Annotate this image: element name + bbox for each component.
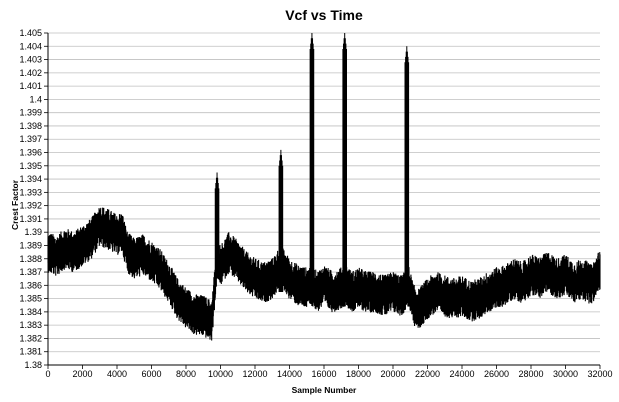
x-tick-label: 28000 [518, 369, 543, 379]
x-tick-label: 4000 [107, 369, 127, 379]
x-tick-label: 6000 [141, 369, 161, 379]
y-tick-label: 1.392 [19, 201, 42, 211]
x-tick-label: 22000 [415, 369, 440, 379]
y-tick-label: 1.388 [19, 254, 42, 264]
y-tick-label: 1.38 [24, 360, 42, 370]
series-spike [278, 149, 284, 292]
series-spike [214, 172, 220, 279]
y-tick-label: 1.381 [19, 347, 42, 357]
y-tick-label: 1.402 [19, 68, 42, 78]
y-tick-label: 1.382 [19, 333, 42, 343]
grid-layer [48, 32, 600, 366]
x-tick-layer: 0 2000 4000 6000 8000 10000 12000 14000 16000 180… [45, 369, 612, 379]
y-tick-label: 1.397 [19, 134, 42, 144]
y-tick-label: 1.384 [19, 307, 42, 317]
x-tick-label: 20000 [380, 369, 405, 379]
series-spike [342, 33, 347, 299]
y-tick-label: 1.403 [19, 55, 42, 65]
x-tick-label: 2000 [72, 369, 92, 379]
plot-layer [47, 33, 601, 341]
x-tick-label: 8000 [176, 369, 196, 379]
y-tick-label: 1.396 [19, 148, 42, 158]
x-tick-label: 30000 [553, 369, 578, 379]
y-tick-label: 1.391 [19, 214, 42, 224]
x-tick-label: 16000 [311, 369, 336, 379]
series-spike [404, 46, 410, 299]
x-tick-label: 26000 [484, 369, 509, 379]
y-axis-label: Crest Factor [10, 179, 20, 230]
x-tick-label: 10000 [208, 369, 233, 379]
x-tick-label: 0 [45, 369, 50, 379]
y-tick-label: 1.389 [19, 240, 42, 250]
axis-layer [44, 32, 601, 369]
y-tick-layer: 1.38 1.381 1.382 1.383 1.384 1.385 1.386 1.387 1… [19, 28, 42, 370]
y-tick-label: 1.387 [19, 267, 42, 277]
y-tick-label: 1.404 [19, 41, 42, 51]
x-tick-label: 24000 [449, 369, 474, 379]
y-tick-label: 1.399 [19, 108, 42, 118]
series-spike [309, 33, 315, 299]
y-tick-label: 1.401 [19, 81, 42, 91]
x-tick-label: 32000 [587, 369, 612, 379]
x-tick-label: 14000 [277, 369, 302, 379]
y-tick-label: 1.395 [19, 161, 42, 171]
y-tick-label: 1.385 [19, 294, 42, 304]
chart-title: Vcf vs Time [285, 7, 363, 23]
x-tick-label: 18000 [346, 369, 371, 379]
y-tick-label: 1.405 [19, 28, 42, 38]
y-tick-label: 1.386 [19, 280, 42, 290]
y-tick-label: 1.383 [19, 320, 42, 330]
y-tick-label: 1.4 [29, 94, 42, 104]
y-tick-label: 1.39 [24, 227, 42, 237]
series-line [47, 207, 601, 341]
y-tick-label: 1.394 [19, 174, 42, 184]
y-tick-label: 1.393 [19, 187, 42, 197]
x-axis-label: Sample Number [292, 385, 357, 395]
x-tick-label: 12000 [242, 369, 267, 379]
y-tick-label: 1.398 [19, 121, 42, 131]
